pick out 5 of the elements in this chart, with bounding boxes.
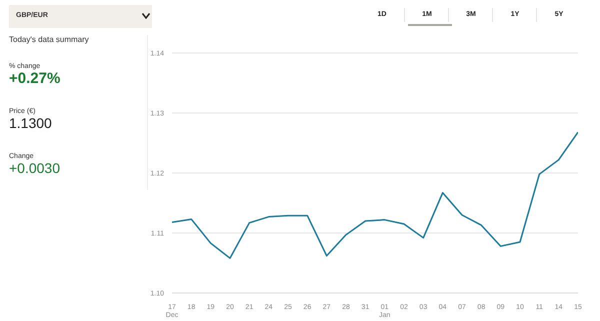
text: +0.0030 xyxy=(9,160,60,177)
line-series xyxy=(172,131,578,259)
text: +0.27% xyxy=(9,70,60,87)
text: 1.1300 xyxy=(9,115,52,132)
text: Today's data summary xyxy=(9,35,89,44)
